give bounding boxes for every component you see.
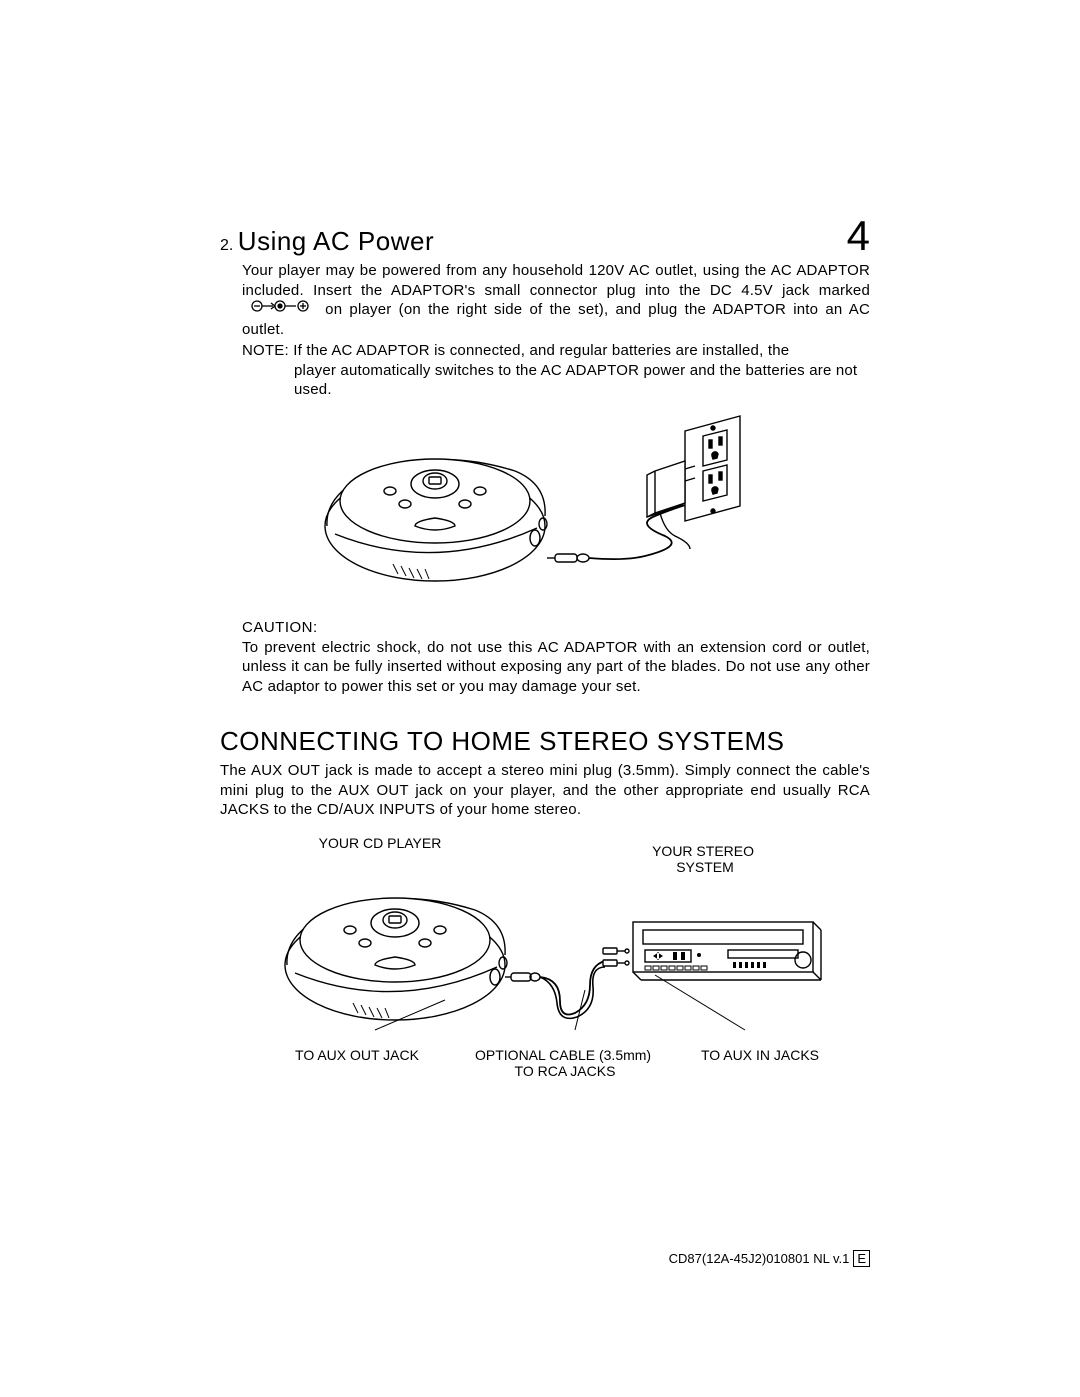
section1-heading: 2. Using AC Power	[220, 226, 434, 257]
label-aux-in: TO AUX IN JACKS	[701, 1047, 819, 1063]
svg-text:OPTIONAL CABLE (3.5mm): OPTIONAL CABLE (3.5mm) TO RCA JACKS	[475, 1047, 655, 1079]
svg-text:YOUR STEREO SYSTEM: YOUR STEREO SYSTEM	[652, 843, 758, 875]
note-line1: If the AC ADAPTOR is connected, and regu…	[293, 342, 789, 359]
footer: CD87(12A-45J2)010801 NL v.1 E	[669, 1250, 870, 1267]
section1-heading-row: 2. Using AC Power 4	[220, 215, 870, 257]
footer-lang: E	[853, 1250, 870, 1267]
label-aux-out: TO AUX OUT JACK	[295, 1047, 420, 1063]
page-number: 4	[847, 215, 870, 257]
note-line2: player automatically switches to the AC …	[294, 361, 870, 400]
polarity-icon	[250, 299, 310, 319]
section1-number: 2.	[220, 237, 233, 254]
section2-title: CONNECTING TO HOME STEREO SYSTEMS	[220, 726, 870, 757]
diagram-ac-power	[220, 406, 870, 611]
footer-code: CD87(12A-45J2)010801 NL v.1	[669, 1251, 850, 1266]
note-label: NOTE:	[242, 342, 289, 359]
caution-label: CAUTION:	[242, 619, 870, 636]
diagram-stereo-connection: YOUR CD PLAYER YOUR STEREO SYSTEM	[220, 830, 870, 1105]
section1-para-after: on player (on the right side of the set)…	[242, 301, 870, 338]
label-cd-player: YOUR CD PLAYER	[319, 835, 442, 851]
section2-body: The AUX OUT jack is made to accept a ste…	[220, 761, 870, 820]
section1-body: Your player may be powered from any hous…	[242, 261, 870, 339]
section1-title: Using AC Power	[238, 226, 434, 256]
caution-body: To prevent electric shock, do not use th…	[242, 638, 870, 697]
section1-para-before: Your player may be powered from any hous…	[242, 262, 870, 299]
section1-note: NOTE: If the AC ADAPTOR is connected, an…	[242, 341, 870, 400]
